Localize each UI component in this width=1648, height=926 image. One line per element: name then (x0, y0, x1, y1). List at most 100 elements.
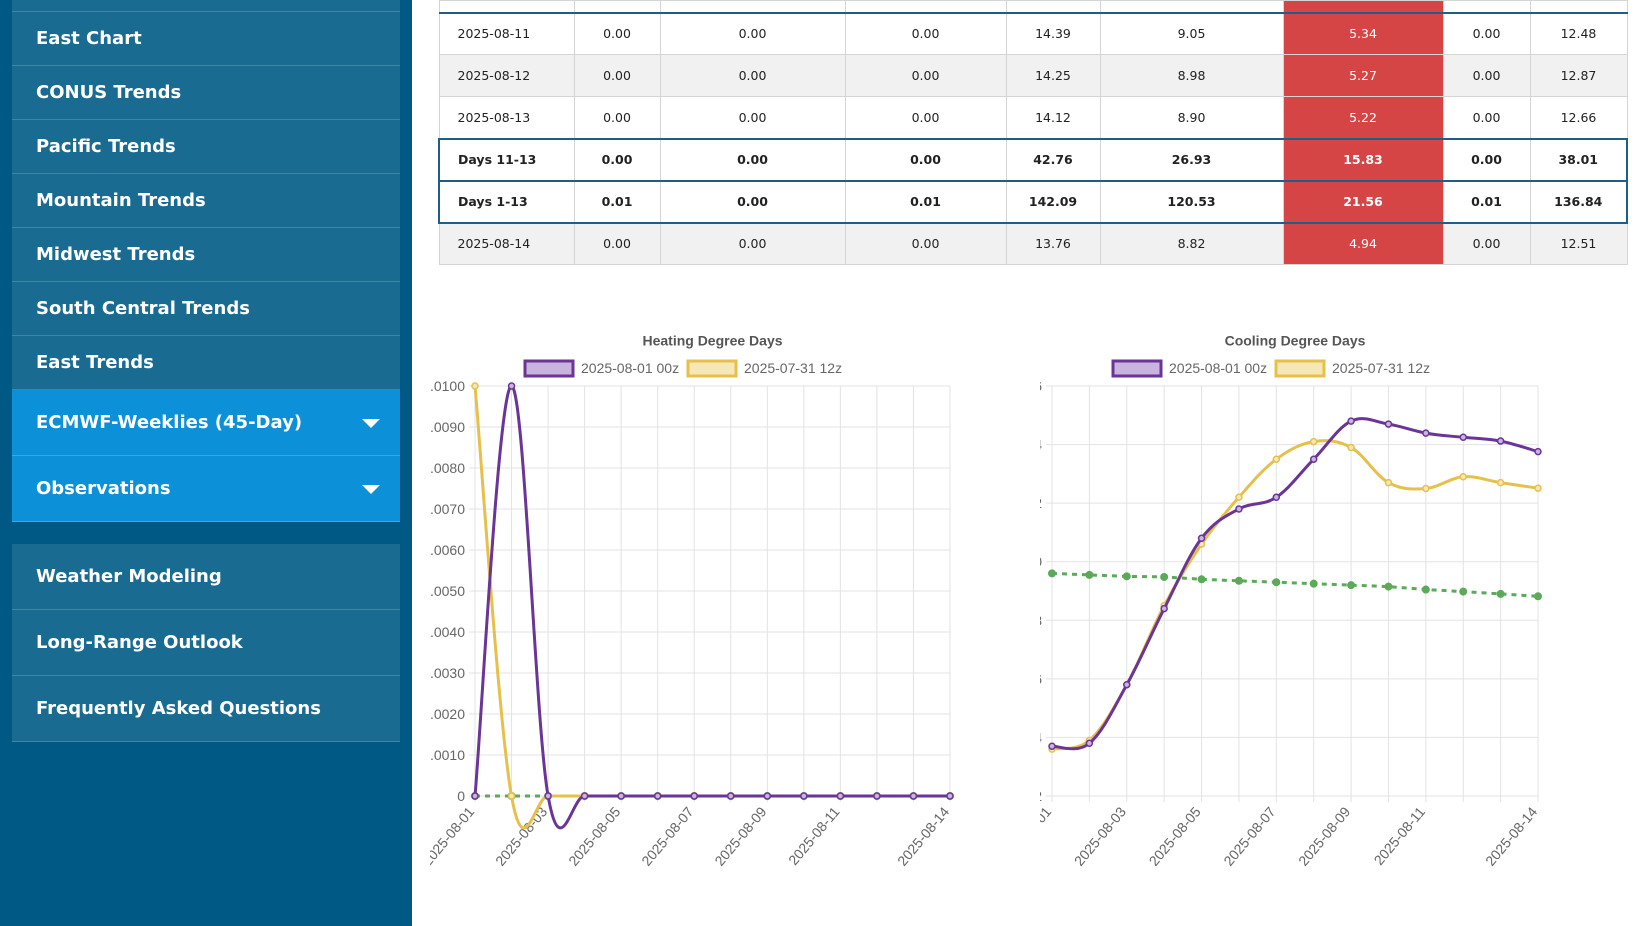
x-tick-label: 2025-08-14 (1482, 803, 1540, 868)
sidebar-item-previous[interactable] (12, 0, 400, 12)
legend-label: 2025-07-31 12z (1332, 360, 1430, 376)
data-point (1122, 572, 1131, 581)
sidebar-item-pacific-trends[interactable]: Pacific Trends (12, 120, 400, 174)
legend-swatch (523, 359, 575, 378)
sidebar-item-south-central-trends[interactable]: South Central Trends (12, 282, 400, 336)
data-point (1384, 420, 1393, 428)
table-row-label: 2025-08-13 (438, 96, 575, 139)
data-point (873, 792, 881, 800)
y-tick-label: 14 (1040, 437, 1042, 453)
y-tick-label: 0.0050 (430, 583, 465, 599)
chart-title: Heating Degree Days (642, 332, 782, 348)
table-cell (573, 0, 661, 14)
table-row: 2025-08-12 0.00 0.00 0.00 14.25 8.98 5.27 0.00 1… (438, 54, 1628, 97)
data-point (800, 792, 808, 800)
sidebar-item-east-trends[interactable]: East Trends (12, 336, 400, 390)
data-point (1534, 592, 1542, 601)
y-tick-label: 6 (1040, 671, 1042, 687)
table-cell: 21.56 (1282, 180, 1444, 224)
dropdown-label: ECMWF-Weeklies (45-Day) (36, 412, 303, 433)
data-point (1534, 484, 1542, 492)
sidebar-item-midwest-trends[interactable]: Midwest Trends (12, 228, 400, 282)
x-tick-label: 2025-08-11 (1371, 803, 1429, 868)
table-cell: 4.94 (1282, 222, 1444, 265)
table-cell (1099, 0, 1284, 14)
data-point (1272, 493, 1281, 502)
table-cell (844, 0, 1007, 14)
chevron-down-icon (362, 419, 380, 428)
sidebar-item-conus-trends[interactable]: CONUS Trends (12, 66, 400, 120)
table-cell: 5.34 (1282, 12, 1444, 55)
series-line-2025-07-31-12z (473, 385, 950, 830)
table-row: 2025-08-11 0.00 0.00 0.00 14.39 9.05 5.34 0.00 1… (438, 12, 1628, 55)
data-point (1309, 455, 1318, 463)
y-tick-label: 0.0030 (430, 665, 465, 681)
data-point (1347, 581, 1356, 590)
data-point (836, 792, 845, 800)
data-point (1496, 478, 1505, 487)
nav-group-regional: East Chart CONUS Trends Pacific Trends M… (12, 0, 400, 522)
table-cell: 14.25 (1005, 54, 1101, 97)
table-row-label: 2025-08-12 (438, 54, 575, 97)
data-point (1459, 433, 1467, 441)
table-cell: 0.00 (1442, 54, 1531, 97)
x-tick-label: 2025-08-07 (638, 803, 696, 868)
sidebar-item-east-chart[interactable]: East Chart (12, 12, 400, 66)
table-row-label: 2025-08-11 (438, 12, 575, 55)
data-point (1235, 493, 1243, 502)
data-point (1534, 447, 1542, 456)
y-tick-label: 0.0060 (430, 542, 465, 558)
table-cell: 0.00 (844, 222, 1007, 265)
table-cell: 120.53 (1099, 180, 1284, 224)
data-point (1085, 570, 1094, 579)
table-cell: 13.76 (1005, 222, 1101, 265)
x-tick-label: 2025-08-11 (785, 803, 843, 868)
legend-swatch (1111, 359, 1163, 378)
data-point (1421, 585, 1430, 594)
table-cell: 26.93 (1099, 137, 1284, 182)
data-point (1459, 473, 1467, 481)
data-point (471, 792, 479, 800)
x-tick-label: 2025-08-05 (1146, 803, 1204, 868)
table-cell: 0.00 (844, 96, 1007, 139)
data-point (946, 792, 954, 800)
x-tick-label: 2025-08-09 (1295, 803, 1353, 868)
series-line-normal (1051, 571, 1539, 598)
legend-label: 2025-08-01 00z (581, 360, 679, 376)
cooling-degree-days-svg: Cooling Degree Days 2025-08-01 00z 2025-07… (1040, 332, 1542, 869)
data-point (617, 792, 625, 800)
x-tick-label: 2025-08-05 (565, 803, 623, 868)
table-cell: 0.00 (844, 137, 1007, 182)
table-cell: 0.00 (573, 222, 661, 265)
sidebar-item-mountain-trends[interactable]: Mountain Trends (12, 174, 400, 228)
y-tick-label: 12 (1040, 495, 1042, 511)
table-cell (1005, 0, 1101, 14)
table-row-partial (438, 0, 1628, 14)
chart-title: Cooling Degree Days (1225, 332, 1366, 348)
data-point (727, 792, 735, 800)
dropdown-label: Observations (36, 478, 171, 499)
y-tick-label: 0.0070 (430, 501, 465, 517)
table-cell (1529, 0, 1628, 14)
table-row: Days 1-13 0.01 0.00 0.01 142.09 120.53 21.56 0.… (438, 180, 1628, 224)
sidebar-dropdown-ecmwf-weeklies[interactable]: ECMWF-Weeklies (45-Day) (12, 390, 400, 456)
x-tick-label: 2025-08-09 (711, 803, 769, 868)
sidebar-item-faq[interactable]: Frequently Asked Questions (12, 676, 400, 742)
table-cell: 12.48 (1529, 12, 1628, 55)
table-cell: 0.00 (1442, 12, 1531, 55)
data-point (1309, 579, 1318, 588)
legend-swatch (1274, 359, 1326, 378)
table-cell (659, 0, 846, 14)
table-row-label: 2025-08-14 (438, 222, 575, 265)
data-point (471, 382, 479, 390)
y-tick-label: 0.0090 (430, 419, 465, 435)
sidebar-dropdown-observations[interactable]: Observations (12, 456, 400, 522)
table-cell: 0.00 (573, 54, 661, 97)
data-point (1422, 484, 1430, 493)
table-cell: 0.00 (659, 54, 846, 97)
x-tick-label: 2025-08-14 (894, 803, 952, 868)
table-cell: 136.84 (1529, 180, 1628, 224)
sidebar-item-long-range-outlook[interactable]: Long-Range Outlook (12, 610, 400, 676)
sidebar-item-weather-modeling[interactable]: Weather Modeling (12, 544, 400, 610)
data-point (1085, 739, 1094, 748)
